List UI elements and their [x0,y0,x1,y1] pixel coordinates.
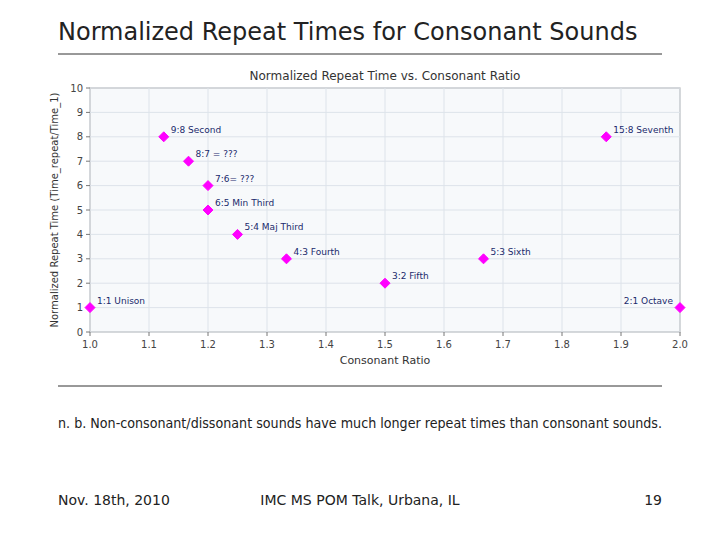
point-label: 5:3 Sixth [491,247,531,257]
grid-line [90,161,680,162]
point [203,181,213,191]
grid-line [90,136,680,137]
tick-label: 1.7 [495,339,511,350]
tick-label: 1.6 [436,339,452,350]
subtitle: Normalized Repeat Time vs. Consonant Rat… [250,69,521,83]
grid-line [90,234,680,235]
point [184,156,194,166]
footer: Nov. 18th, 2010 [58,492,170,508]
tick [444,332,445,336]
point-labels: 1:1 Unison 9:8 Second 8:7 = ??? 7:6= ??? 6:5… [97,125,673,306]
point-label: 6:5 Min Third [215,198,274,208]
point-label: 15:8 Seventh [613,125,673,135]
tick [86,185,90,186]
grid [90,88,680,332]
tick-label: 0 [77,327,83,338]
title: Normalized Repeat Times for Consonant So… [58,18,637,46]
tick [86,112,90,113]
point-label: 3:2 Fifth [392,271,429,281]
tick [86,258,90,259]
chart: Normalized Repeat Times for Consonant So… [0,0,720,540]
point [233,229,243,239]
tick-label: 1.9 [613,339,629,350]
tick [86,88,90,89]
point-label: 7:6= ??? [215,174,254,184]
tick-label: 1.0 [82,339,98,350]
point-label: 9:8 Second [171,125,221,135]
tick-label: 1.1 [141,339,157,350]
tick [208,332,209,336]
point-label: 5:4 Maj Third [245,222,304,232]
tick-label: 1.8 [554,339,570,350]
grid-line [90,307,680,308]
tick-label: 1.4 [318,339,334,350]
tick-label: 3 [77,253,83,264]
grid-line [90,88,680,89]
tick [385,332,386,336]
point [203,205,213,215]
point-label: 2:1 Octave [624,296,674,306]
point [380,278,390,288]
point-label: 4:3 Fourth [293,247,339,257]
tick-label: 9 [77,107,83,118]
tick-label: 10 [70,83,83,94]
grid-line [90,258,680,259]
tick-label: 1.3 [259,339,275,350]
tick-label: 1.5 [377,339,393,350]
tick [86,332,90,333]
point [159,132,169,142]
x-axis-label: Consonant Ratio [340,354,431,367]
tick [621,332,622,336]
tick [86,234,90,235]
point [601,132,611,142]
tick [267,332,268,336]
footer: 19 [644,492,662,508]
tick [86,136,90,137]
y-axis-label: Normalized Repeat Time (Time_repeat/Time… [49,92,61,327]
tick [680,332,681,336]
tick [86,210,90,211]
tick-label: 2.0 [672,339,688,350]
tick [86,161,90,162]
tick [86,283,90,284]
grid-line [90,210,680,211]
tick-label: 5 [77,205,83,216]
tick-label: 1.2 [200,339,216,350]
tick [562,332,563,336]
note: n. b. Non-consonant/dissonant sounds hav… [58,415,662,431]
rule [58,386,662,387]
point-label: 1:1 Unison [97,296,145,306]
tick [503,332,504,336]
tick-label: 8 [77,131,83,142]
tick-label: 2 [77,278,83,289]
tick [90,332,91,336]
tick-label: 6 [77,180,83,191]
point [281,254,291,264]
tick [149,332,150,336]
point-label: 8:7 = ??? [196,149,238,159]
point [479,254,489,264]
footer: IMC MS POM Talk, Urbana, IL [260,492,460,508]
rule [58,54,662,55]
point [675,303,685,313]
point [85,303,95,313]
grid-line [90,185,680,186]
tick-label: 1 [77,302,83,313]
plot-area [90,88,680,332]
tick [326,332,327,336]
points [85,132,685,313]
tick-label: 7 [77,156,83,167]
grid-line [90,112,680,113]
tick-label: 4 [77,229,83,240]
